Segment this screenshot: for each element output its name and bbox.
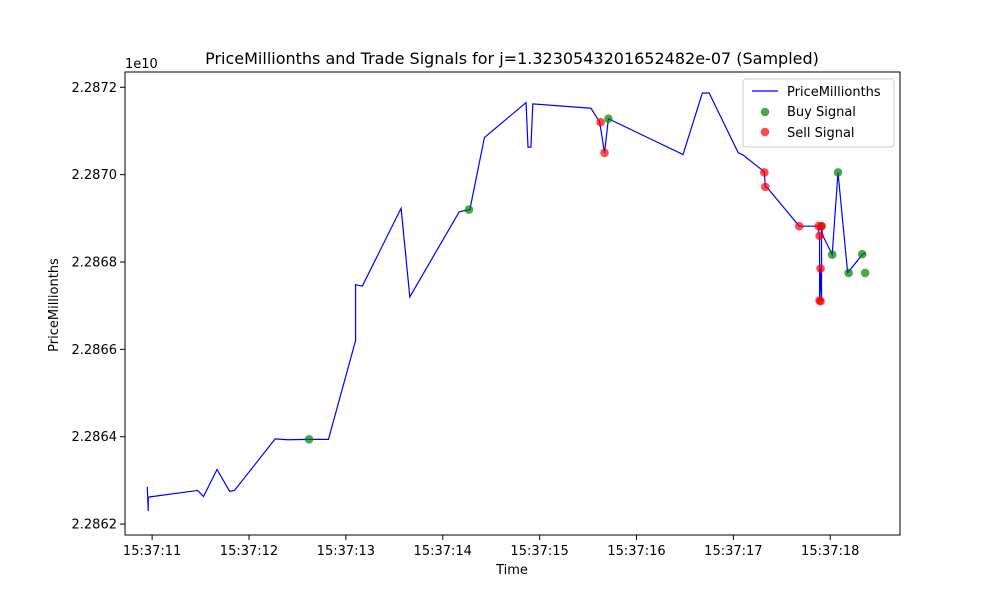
legend-box: [742, 78, 895, 148]
x-tick-label: 15:37:15: [510, 544, 568, 559]
y-tick-label: 2.2864: [72, 430, 118, 445]
sell-signal-point: [600, 148, 609, 158]
y-tick-label: 2.2868: [72, 256, 118, 271]
buy-signal-point: [860, 268, 870, 278]
legend-label: PriceMillionths: [787, 85, 881, 100]
sell-signal-point: [816, 264, 825, 273]
sell-signal-point: [761, 182, 770, 192]
buy-signal-point: [833, 168, 843, 177]
axes-frame: [124, 71, 901, 536]
buy-signal-point: [844, 268, 853, 278]
price-line: [146, 92, 866, 512]
y-tick-label: 2.2866: [72, 343, 118, 358]
sell-signal-point: [794, 221, 804, 231]
x-tick-label: 15:37:18: [801, 544, 859, 559]
legend-label: Buy Signal: [787, 105, 856, 120]
buy-signal-point: [857, 249, 867, 259]
buy-signal-point: [604, 114, 613, 124]
sell-signal-point: [817, 221, 826, 231]
x-tick-label: 15:37:13: [317, 544, 375, 559]
y-axis-label: PriceMillionths: [47, 258, 62, 352]
legend: PriceMillionths Buy Signal Sell Signal: [742, 78, 895, 148]
sell-signal-point: [760, 168, 769, 177]
legend-label: Sell Signal: [787, 126, 855, 141]
sell-signal-point: [596, 117, 605, 127]
sell-signal-point: [816, 297, 825, 306]
y-tick-label: 2.2870: [72, 168, 118, 183]
x-tick-label: 15:37:17: [704, 544, 762, 559]
x-tick-label: 15:37:11: [123, 544, 181, 559]
x-tick-label: 15:37:12: [220, 544, 278, 559]
x-tick-label: 15:37:14: [414, 544, 472, 559]
sell-signal-point: [815, 231, 824, 241]
x-axis-label: Time: [495, 563, 528, 578]
plot-area: 15:37:11 15:37:12 15:37:13 15:37:14 15:37:15…: [72, 71, 901, 559]
buy-signal-point: [304, 435, 314, 444]
x-tick-label: 15:37:16: [607, 544, 665, 559]
chart-title: PriceMillionths and Trade Signals for j=…: [205, 49, 819, 68]
legend-buy-swatch: [760, 107, 770, 117]
y-tick-label: 2.2872: [72, 81, 118, 96]
y-offset-label: 1e10: [125, 57, 158, 72]
y-tick-label: 2.2862: [72, 518, 118, 533]
buy-signal-point: [464, 205, 474, 214]
legend-sell-swatch: [760, 127, 770, 137]
buy-signal-point: [827, 250, 837, 259]
